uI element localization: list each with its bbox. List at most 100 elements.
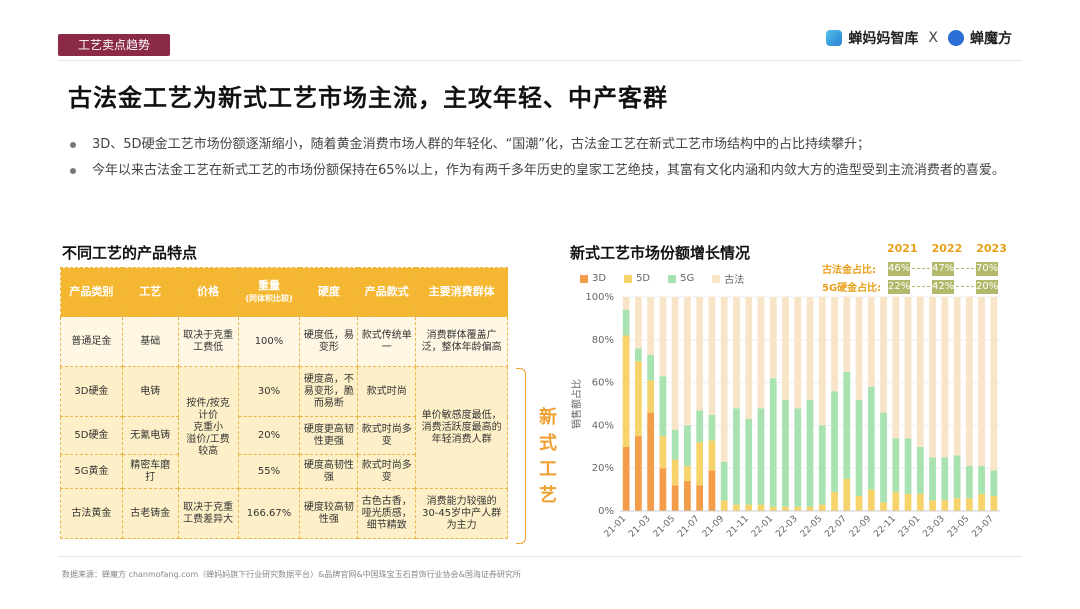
legend-swatch xyxy=(624,274,633,283)
bar-segment xyxy=(904,297,912,439)
process-table: 产品类别 工艺 价格 重量 (同体积比较) 硬度 产品款式 主要消费群体 普通足金… xyxy=(60,267,508,539)
bar-segment xyxy=(978,466,985,494)
table-cell: 基础 xyxy=(121,316,179,367)
x-tick-label: 22-09 xyxy=(848,514,874,540)
bar-segment xyxy=(708,440,716,471)
table-header-row: 产品类别 工艺 价格 重量 (同体积比较) 硬度 产品款式 主要消费群体 xyxy=(60,267,508,317)
x-tick-label: 21-01 xyxy=(603,514,629,540)
bar-segment xyxy=(733,408,740,505)
table-cell: 取决于克重工费低 xyxy=(177,316,239,367)
bar-segment xyxy=(684,297,691,426)
bar-segment xyxy=(622,335,630,447)
y-tick-label: 80% xyxy=(592,335,614,346)
legend-label: 古法 xyxy=(724,275,745,286)
y-tick-label: 100% xyxy=(585,292,614,303)
table-cell: 消费能力较强的30-45岁中产人群为主力 xyxy=(415,488,508,539)
bar-segment xyxy=(892,297,900,439)
brand-left: 蝉妈妈智库 xyxy=(848,31,919,47)
y-tick-label: 0% xyxy=(598,506,614,517)
bar-segment xyxy=(745,418,753,505)
bar-segment xyxy=(635,348,642,362)
bar-segment xyxy=(782,399,789,507)
bar-segment xyxy=(831,297,838,392)
x-tick-label: 23-05 xyxy=(946,514,972,540)
x-tick-label: 22-11 xyxy=(872,514,898,540)
bar-segment xyxy=(941,297,949,458)
bar-segment xyxy=(941,457,949,501)
x-tick-label: 22-03 xyxy=(774,514,800,540)
bar-segment xyxy=(929,297,936,458)
bar-segment xyxy=(953,455,961,499)
header-weight-label: 重量 xyxy=(257,278,280,292)
bar-segment xyxy=(684,425,691,467)
bar-segment xyxy=(843,371,851,479)
bar-segment xyxy=(965,498,973,511)
bar-segment xyxy=(806,506,814,511)
bar-segment xyxy=(696,485,704,511)
bar-segment xyxy=(733,297,740,409)
bar-segment xyxy=(757,504,765,511)
share-connector xyxy=(956,268,974,269)
brand-right: 蝉魔方 xyxy=(970,31,1012,47)
bar-segment xyxy=(782,506,789,511)
bottom-divider xyxy=(58,556,1022,557)
table-row: 5D硬金 无氰电铸 20% 硬度更高韧性更强 款式时尚多变 xyxy=(60,416,508,455)
table-cell: 5D硬金 xyxy=(60,416,123,455)
gufa-share-value: 46% xyxy=(888,261,911,276)
table-title: 不同工艺的产品特点 xyxy=(62,244,198,262)
bracket-label: 新式工艺 xyxy=(539,407,557,506)
bar-segment xyxy=(892,491,900,511)
bar-segment xyxy=(647,380,655,413)
bar-segment xyxy=(916,446,924,494)
bar-segment xyxy=(622,446,630,511)
legend-label: 3D xyxy=(592,273,607,284)
legend-swatch xyxy=(668,274,677,283)
bar-segment xyxy=(696,410,704,443)
bar-segment xyxy=(880,412,887,503)
brand-separator: X xyxy=(928,30,938,46)
bar-segment xyxy=(794,297,802,409)
bullet-list: 3D、5D硬金工艺市场份额逐渐缩小，随着黄金消费市场人群的年轻化、“国潮”化，古… xyxy=(66,134,1016,186)
bar-segment xyxy=(867,386,875,490)
table-cell: 款式传统单一 xyxy=(357,316,417,367)
bar-segment xyxy=(745,297,753,419)
share-connector xyxy=(912,286,930,287)
table-cell: 硬度高韧性强 xyxy=(299,454,359,489)
legend-item: 5D xyxy=(624,271,650,286)
bar-segment xyxy=(659,376,667,437)
source-note: 数据来源：蝉魔方 chanmofang.com（蝉妈妈旗下行业研究数据平台）&品… xyxy=(62,570,521,579)
bar-segment xyxy=(818,504,826,511)
x-tick-label: 21-11 xyxy=(725,514,751,540)
bar-segment xyxy=(855,496,863,511)
y-tick-label: 60% xyxy=(592,378,614,389)
bar-segment xyxy=(794,506,802,511)
x-tick-label: 23-03 xyxy=(921,514,947,540)
bar-segment xyxy=(818,425,826,505)
bar-segment xyxy=(684,481,691,511)
bar-segment xyxy=(635,361,642,437)
stacked-bar-chart: 0%20%40%60%80%100%销售额占比21-0121-0321-0521… xyxy=(570,292,1000,540)
table-cell: 20% xyxy=(237,416,301,455)
bar-segment xyxy=(720,461,728,501)
header-consumers: 主要消费群体 xyxy=(415,267,508,317)
gufa-share-value: 70% xyxy=(976,261,999,276)
bar-segment xyxy=(635,436,642,511)
table-cell: 无氰电铸 xyxy=(121,416,179,455)
table-cell: 按件/按克计价 克重小 溢价/工费较高 xyxy=(177,366,239,489)
g5-share-value: 42% xyxy=(932,279,955,294)
legend-item: 3D xyxy=(580,271,606,286)
bar-segment xyxy=(831,391,838,492)
chanmofang-logo-icon xyxy=(948,30,964,46)
g5-share-value: 22% xyxy=(888,279,911,294)
bar-segment xyxy=(647,354,655,381)
table-cell: 普通足金 xyxy=(60,316,123,367)
bar-segment xyxy=(904,493,912,511)
table-cell: 硬度低，易变形 xyxy=(299,316,359,367)
bar-segment xyxy=(708,297,716,415)
table-cell: 55% xyxy=(237,454,301,489)
bar-segment xyxy=(867,489,875,511)
bar-segment xyxy=(696,442,704,486)
year-label: 2022 xyxy=(931,242,963,255)
bar-segment xyxy=(953,297,961,456)
table-row: 普通足金 基础 取决于克重工费低 100% 硬度低，易变形 款式传统单一 消费群… xyxy=(60,316,508,367)
